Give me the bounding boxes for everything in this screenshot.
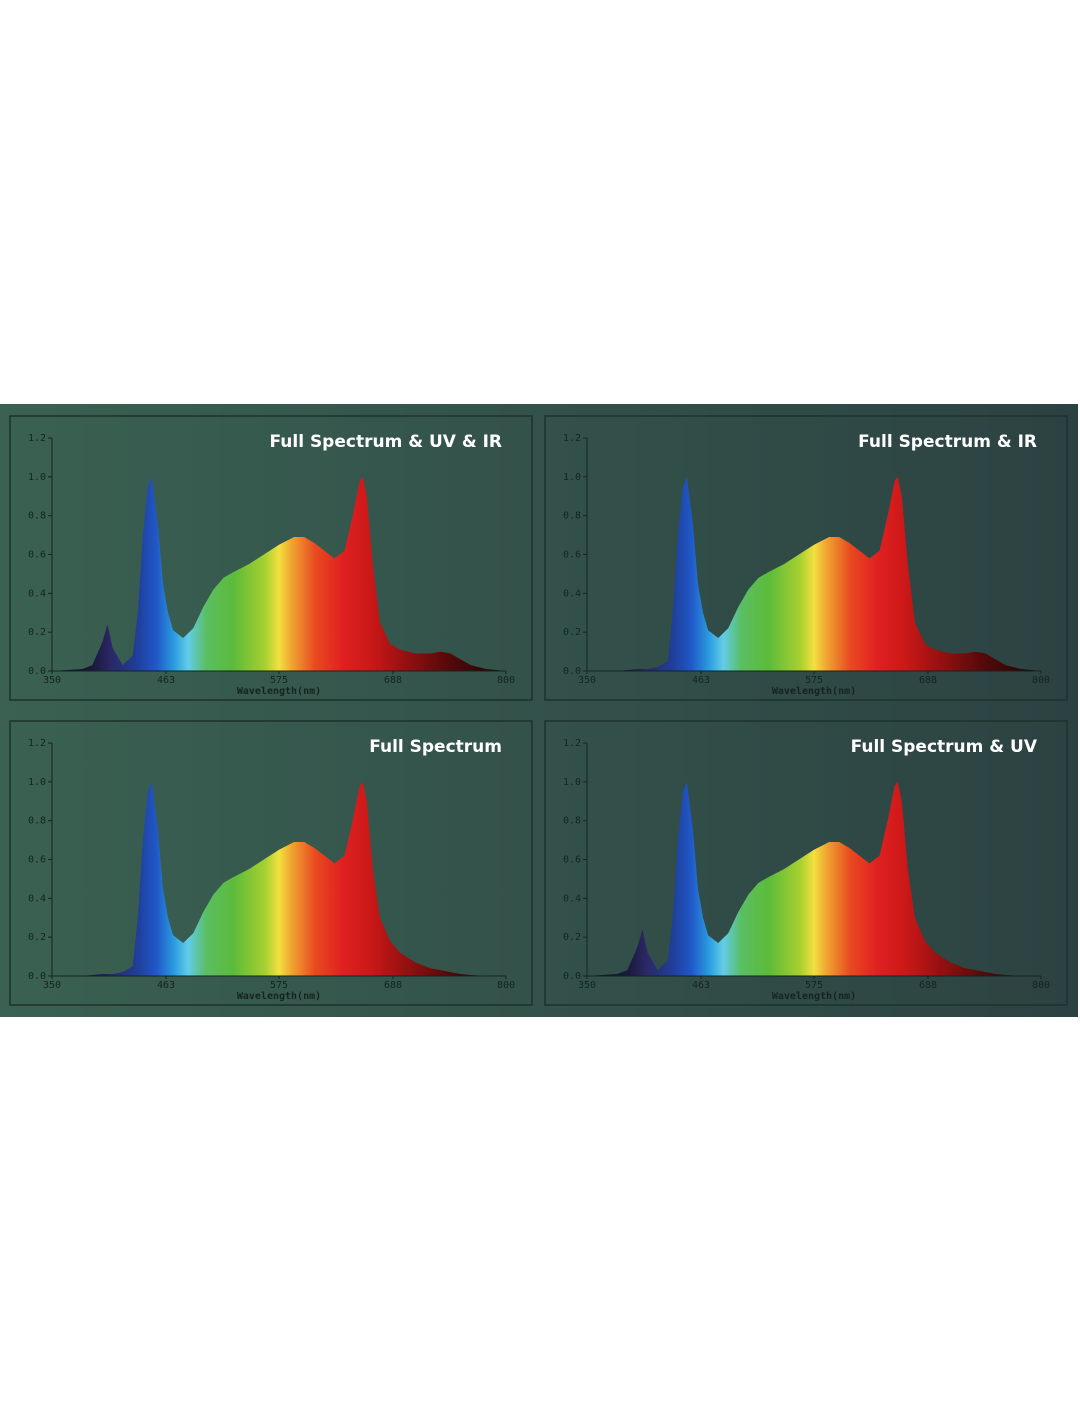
spectrum-area [587,781,1041,976]
chart-frame [544,720,1068,1006]
y-tick-label: 0.8 [28,511,46,522]
y-tick-label: 1.0 [28,472,46,483]
chart-title: Full Spectrum & UV [851,737,1038,757]
x-tick-label: 575 [270,675,288,686]
y-tick-label: 0.6 [563,855,581,866]
y-tick-label: 0.4 [28,588,46,599]
y-tick-label: 0.2 [28,932,46,943]
y-tick-label: 0.6 [28,550,46,561]
y-tick-label: 1.2 [563,738,581,749]
chart-title: Full Spectrum [369,737,502,757]
x-tick-label: 350 [578,980,596,991]
y-tick-label: 0.2 [563,932,581,943]
x-tick-label: 688 [919,675,937,686]
y-tick-label: 0.8 [563,511,581,522]
spectrum-area [52,781,506,976]
spectrum-chart: 0.0 0.2 0.4 0.6 0.8 1.0 1.2 350 463 575 688 800 Wave… [9,720,533,1006]
y-tick-label: 0.4 [563,588,581,599]
y-tick-label: 0.0 [28,666,46,677]
x-tick-label: 463 [157,675,175,686]
y-tick-label: 0.6 [563,550,581,561]
x-tick-label: 350 [43,980,61,991]
y-tick-label: 1.0 [28,777,46,788]
x-axis-label: Wavelength(nm) [772,686,856,697]
spectrum-area [52,476,506,671]
x-tick-label: 688 [919,980,937,991]
y-tick-label: 0.2 [28,627,46,638]
spectrum-area [587,476,1041,671]
x-axis-label: Wavelength(nm) [772,991,856,1002]
spectrum-chart: 0.0 0.2 0.4 0.6 0.8 1.0 1.2 350 463 575 688 800 Wave… [544,415,1068,701]
x-tick-label: 463 [692,980,710,991]
y-tick-label: 0.8 [28,816,46,827]
y-tick-label: 0.4 [563,893,581,904]
y-tick-label: 0.2 [563,627,581,638]
chart-frame [544,415,1068,701]
x-axis-label: Wavelength(nm) [237,686,321,697]
x-tick-label: 800 [1032,675,1050,686]
x-tick-label: 350 [578,675,596,686]
x-tick-label: 350 [43,675,61,686]
y-tick-label: 0.0 [563,666,581,677]
chart-frame [9,720,533,1006]
x-tick-label: 800 [1032,980,1050,991]
x-tick-label: 463 [157,980,175,991]
x-tick-label: 688 [384,980,402,991]
x-tick-label: 688 [384,675,402,686]
y-tick-label: 1.2 [28,433,46,444]
chart-title: Full Spectrum & IR [858,432,1037,452]
y-tick-label: 1.2 [563,433,581,444]
chart-title: Full Spectrum & UV & IR [270,432,503,452]
y-tick-label: 0.0 [28,971,46,982]
spectrum-chart: 0.0 0.2 0.4 0.6 0.8 1.0 1.2 350 463 575 688 800 Wave… [9,415,533,701]
x-tick-label: 800 [497,675,515,686]
y-tick-label: 0.0 [563,971,581,982]
y-tick-label: 1.2 [28,738,46,749]
x-tick-label: 575 [805,980,823,991]
y-tick-label: 0.4 [28,893,46,904]
x-tick-label: 800 [497,980,515,991]
y-tick-label: 1.0 [563,777,581,788]
y-tick-label: 1.0 [563,472,581,483]
x-tick-label: 463 [692,675,710,686]
x-tick-label: 575 [270,980,288,991]
spectrum-chart: 0.0 0.2 0.4 0.6 0.8 1.0 1.2 350 463 575 688 800 Wave… [544,720,1068,1006]
y-tick-label: 0.6 [28,855,46,866]
x-axis-label: Wavelength(nm) [237,991,321,1002]
x-tick-label: 575 [805,675,823,686]
y-tick-label: 0.8 [563,816,581,827]
chart-frame [9,415,533,701]
